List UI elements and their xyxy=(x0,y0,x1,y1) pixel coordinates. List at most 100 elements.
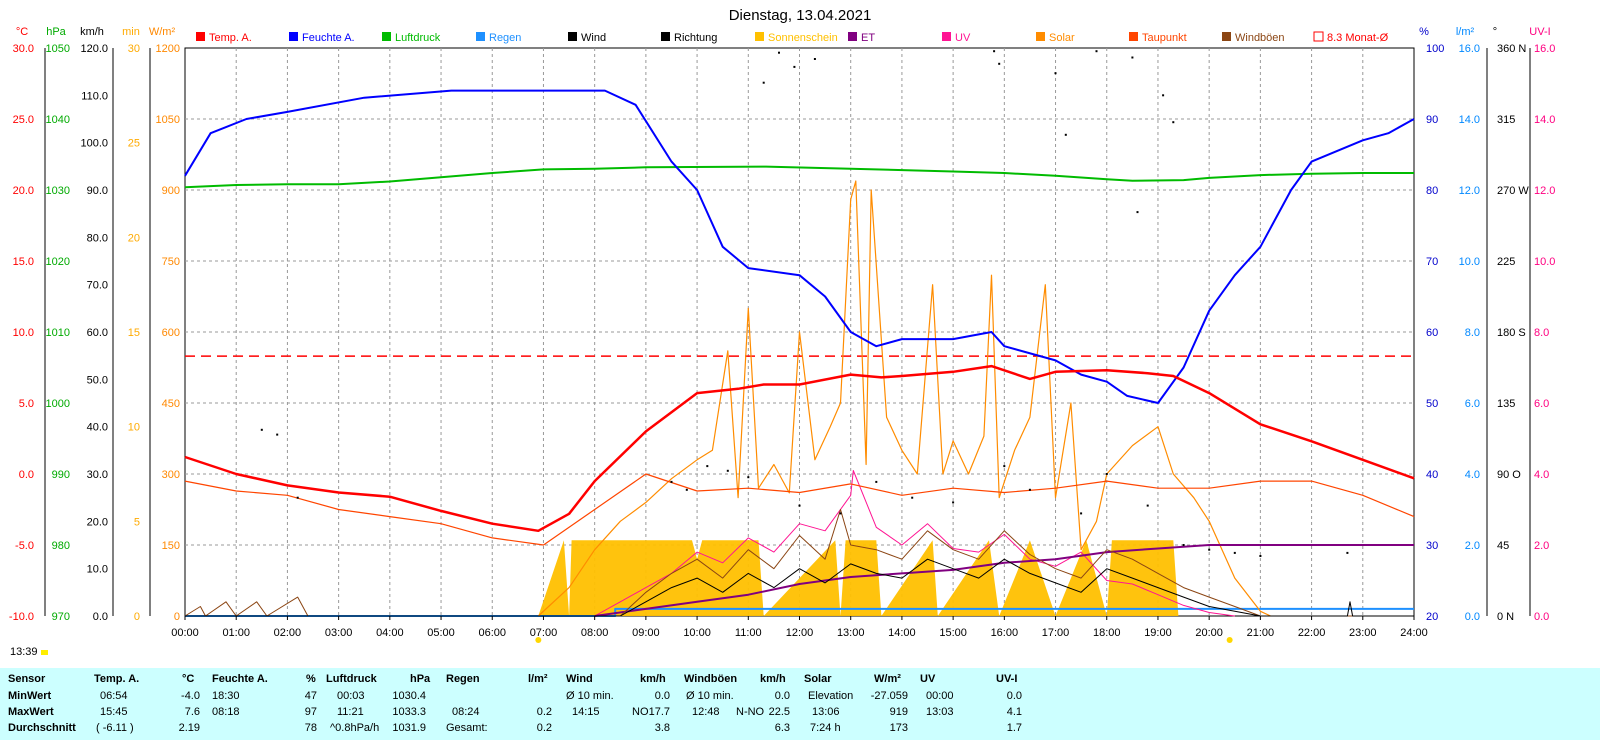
axis-tick-label: 30 xyxy=(128,43,140,55)
plot-area xyxy=(184,50,1415,617)
direction-point xyxy=(1172,121,1175,124)
left-axes: °C 30.0 25.0 20.0 15.0 10.0 5.0 0.0 -5.0 -10.0 hPa… xyxy=(9,26,186,623)
axis-tick-label: -10.0 xyxy=(9,611,34,623)
axis-tick-label: 30 xyxy=(1426,540,1438,552)
direction-point xyxy=(747,476,750,479)
time-tick-label: 18:00 xyxy=(1093,627,1121,639)
axis-tick-label: 110.0 xyxy=(81,90,108,102)
stats-max-uv-val: 4.1 xyxy=(1006,706,1022,718)
stats-avg-druck-time: ^0.8hPa/h xyxy=(330,722,380,734)
axis-tick-label: 15.0 xyxy=(13,256,34,268)
axis-unit-label: hPa xyxy=(46,26,66,38)
axis-unit-label: km/h xyxy=(80,26,104,38)
direction-point xyxy=(706,465,709,468)
stats-min-solar-val: -27.059 xyxy=(870,690,908,702)
direction-point xyxy=(793,65,796,68)
stats-min-wind-time: Ø 10 min. xyxy=(566,690,614,702)
direction-point xyxy=(1105,473,1108,475)
axis-tick-label: 12.0 xyxy=(1459,185,1480,197)
stats-max-wind-val: 17.7 xyxy=(648,706,670,718)
axis-tick-label: 12.0 xyxy=(1534,185,1555,197)
axis-tick-label: 90 xyxy=(1426,114,1438,126)
legend-swatch xyxy=(848,32,857,41)
axis-tick-label: 1010 xyxy=(46,327,70,339)
axis-tick-label: 1050 xyxy=(46,43,70,55)
stats-header-boeen-unit: km/h xyxy=(760,673,786,685)
direction-point xyxy=(998,62,1001,65)
direction-point xyxy=(260,428,263,431)
axis-tick-label: 180 S xyxy=(1497,327,1526,339)
stats-max-temp-val: 7.6 xyxy=(184,706,200,718)
axis-tick-label: 60 xyxy=(1426,327,1438,339)
direction-point xyxy=(1162,94,1165,97)
legend-swatch xyxy=(289,32,298,41)
axis-tick-label: 30.0 xyxy=(87,469,108,481)
axis-tick-label: 100.0 xyxy=(80,138,108,150)
axis-tick-label: 90 O xyxy=(1497,469,1521,481)
stats-max-druck-val: 1033.3 xyxy=(392,706,426,718)
stats-max-boeen-time: 12:48 xyxy=(692,706,720,718)
axis-tick-label: 1040 xyxy=(46,114,70,126)
axis-tick-label: 20 xyxy=(128,232,140,244)
axis-tick-label: 10.0 xyxy=(87,564,108,576)
time-tick-label: 24:00 xyxy=(1400,627,1428,639)
stats-max-regen-val: 0.2 xyxy=(536,706,552,718)
legend-label: Temp. A. xyxy=(209,32,252,44)
axis-unit-label: % xyxy=(1419,26,1429,38)
stats-header-uv: UV xyxy=(920,673,936,685)
stats-max-wind-time: 14:15 xyxy=(572,706,600,718)
stats-header-luftdruck: Luftdruck xyxy=(326,673,377,685)
stats-min-druck-time: 00:03 xyxy=(337,690,365,702)
stats-avg-solar-time: 7:24 h xyxy=(810,722,841,734)
stats-avg-regen-time: Gesamt: xyxy=(446,722,488,734)
axis-tick-label: 50 xyxy=(1426,398,1438,410)
direction-point xyxy=(276,433,279,436)
stats-avg-wind-val: 3.8 xyxy=(654,722,670,734)
stats-header-feuchte-unit: % xyxy=(306,673,316,685)
axis-tick-label: 40.0 xyxy=(87,422,108,434)
stats-min-uv-time: 00:00 xyxy=(926,690,954,702)
direction-point xyxy=(1003,465,1006,468)
axis-tick-label: 6.0 xyxy=(1465,398,1480,410)
direction-point xyxy=(296,496,299,499)
stats-max-temp-time: 15:45 xyxy=(100,706,128,718)
stats-min-druck-val: 1030.4 xyxy=(392,690,426,702)
stats-header-temp-unit: °C xyxy=(182,673,195,685)
legend-swatch xyxy=(1129,32,1138,41)
stats-avg-boeen-val: 6.3 xyxy=(774,722,790,734)
axis-tick-label: -5.0 xyxy=(15,540,34,552)
axis-tick-label: 750 xyxy=(162,256,180,268)
axis-tick-label: 20.0 xyxy=(13,185,34,197)
axis-tick-label: 0 N xyxy=(1497,611,1514,623)
legend-label: Windböen xyxy=(1235,32,1285,44)
legend-swatch xyxy=(942,32,951,41)
time-tick-label: 09:00 xyxy=(632,627,660,639)
time-tick-label: 22:00 xyxy=(1298,627,1326,639)
axis-tick-label: 6.0 xyxy=(1534,398,1549,410)
stats-min-feuchte-val: 47 xyxy=(304,690,317,702)
axis-tick-label: 360 N xyxy=(1497,43,1526,55)
axis-tick-label: 980 xyxy=(52,540,70,552)
time-tick-label: 13:00 xyxy=(837,627,865,639)
time-tick-label: 08:00 xyxy=(581,627,609,639)
axis-tick-label: 40 xyxy=(1426,469,1438,481)
legend-label: UV xyxy=(955,32,971,44)
axis-tick-label: 20 xyxy=(1426,611,1438,623)
stats-min-boeen-val: 0.0 xyxy=(774,690,790,702)
time-tick-label: 21:00 xyxy=(1247,627,1275,639)
direction-point xyxy=(839,512,842,515)
direction-point xyxy=(1095,50,1098,53)
axis-tick-label: 50.0 xyxy=(87,374,108,386)
stats-min-feuchte-time: 18:30 xyxy=(212,690,240,702)
axis-tick-label: 20.0 xyxy=(87,516,108,528)
axis-tick-label: 1200 xyxy=(156,43,180,55)
legend: Temp. A. Feuchte A. Luftdruck Regen Wind Rich… xyxy=(196,31,1389,44)
stats-max-wind-dir: NO xyxy=(632,706,649,718)
time-tick-label: 16:00 xyxy=(991,627,1019,639)
stats-header-wind: Wind xyxy=(566,673,593,685)
axis-unit-label: W/m² xyxy=(149,26,176,38)
right-axes: % 100 90 80 70 60 50 40 30 20 l/m² 16.0 14.0 12.0 10.0… xyxy=(1413,26,1555,623)
stats-avg-druck-val: 1031.9 xyxy=(392,722,426,734)
series-solar xyxy=(537,180,1271,617)
stats-max-boeen-dir: N-NO xyxy=(736,706,765,718)
